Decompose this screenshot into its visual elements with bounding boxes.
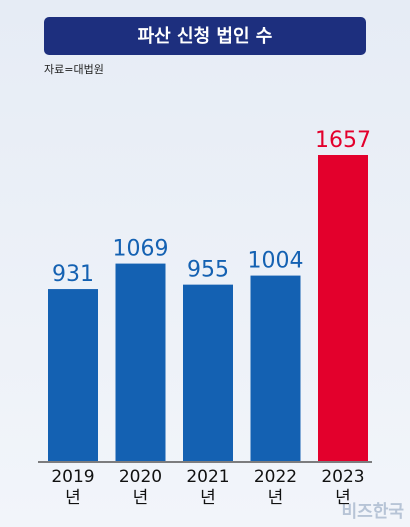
- bar: [48, 289, 98, 461]
- bar: [318, 155, 368, 461]
- value-label: 931: [52, 262, 94, 287]
- bar: [183, 284, 233, 461]
- x-tick-label: 2023 년: [321, 467, 365, 508]
- bar: [115, 263, 166, 461]
- source: 자료=대법원: [44, 63, 104, 76]
- watermark: 비즈한국: [341, 502, 404, 522]
- value-label: 1004: [248, 249, 304, 274]
- title-banner: [44, 17, 366, 55]
- value-label: 1657: [315, 128, 371, 153]
- x-tick-label: 2020 년: [118, 467, 163, 508]
- chart-title: 파산 신청 법인 수: [138, 26, 273, 47]
- x-tick-label: 2022 년: [253, 467, 298, 508]
- value-label: 1069: [113, 237, 169, 262]
- bar: [250, 275, 301, 461]
- x-tick-label: 2019 년: [51, 467, 95, 508]
- value-label: 955: [187, 258, 229, 283]
- x-tick-label: 2021 년: [186, 467, 230, 508]
